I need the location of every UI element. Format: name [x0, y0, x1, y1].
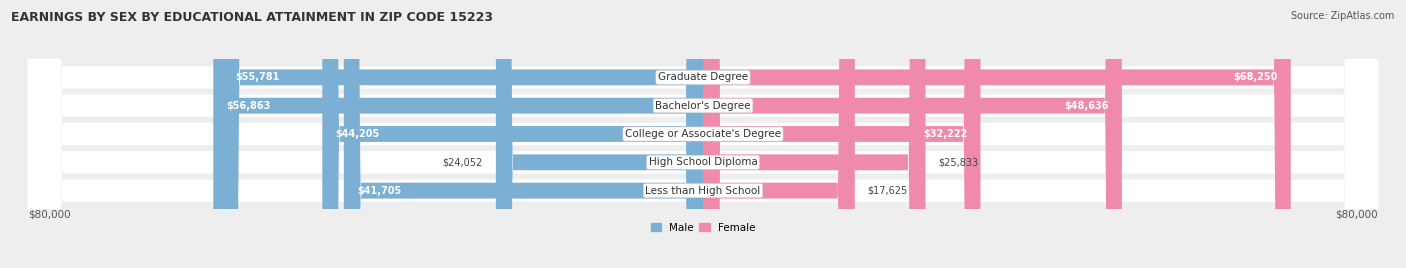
- Text: Source: ZipAtlas.com: Source: ZipAtlas.com: [1291, 11, 1395, 21]
- FancyBboxPatch shape: [703, 0, 925, 268]
- Text: $17,625: $17,625: [868, 186, 908, 196]
- FancyBboxPatch shape: [703, 0, 855, 268]
- Text: $80,000: $80,000: [1336, 209, 1378, 219]
- Text: $32,222: $32,222: [924, 129, 967, 139]
- Legend: Male, Female: Male, Female: [647, 218, 759, 237]
- Text: $44,205: $44,205: [335, 129, 380, 139]
- Text: $80,000: $80,000: [28, 209, 70, 219]
- Text: $48,636: $48,636: [1064, 101, 1109, 111]
- FancyBboxPatch shape: [344, 0, 703, 268]
- Text: $68,250: $68,250: [1233, 72, 1278, 82]
- Text: $55,781: $55,781: [236, 72, 280, 82]
- Text: High School Diploma: High School Diploma: [648, 157, 758, 167]
- Text: Less than High School: Less than High School: [645, 186, 761, 196]
- FancyBboxPatch shape: [222, 0, 703, 268]
- Text: $56,863: $56,863: [226, 101, 270, 111]
- Text: $24,052: $24,052: [443, 157, 482, 167]
- FancyBboxPatch shape: [28, 0, 1378, 268]
- FancyBboxPatch shape: [496, 0, 703, 268]
- FancyBboxPatch shape: [214, 0, 703, 268]
- Text: Bachelor's Degree: Bachelor's Degree: [655, 101, 751, 111]
- Text: Graduate Degree: Graduate Degree: [658, 72, 748, 82]
- Text: $41,705: $41,705: [357, 186, 401, 196]
- Text: College or Associate's Degree: College or Associate's Degree: [626, 129, 780, 139]
- FancyBboxPatch shape: [28, 0, 1378, 268]
- FancyBboxPatch shape: [28, 0, 1378, 268]
- Text: $25,833: $25,833: [938, 157, 979, 167]
- FancyBboxPatch shape: [28, 0, 1378, 268]
- FancyBboxPatch shape: [322, 0, 703, 268]
- FancyBboxPatch shape: [703, 0, 980, 268]
- FancyBboxPatch shape: [703, 0, 1291, 268]
- Text: EARNINGS BY SEX BY EDUCATIONAL ATTAINMENT IN ZIP CODE 15223: EARNINGS BY SEX BY EDUCATIONAL ATTAINMEN…: [11, 11, 494, 24]
- FancyBboxPatch shape: [703, 0, 1122, 268]
- FancyBboxPatch shape: [28, 0, 1378, 268]
